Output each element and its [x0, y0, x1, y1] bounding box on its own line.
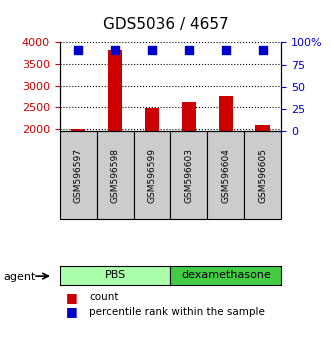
Text: ■: ■: [66, 305, 78, 318]
Text: count: count: [89, 292, 119, 302]
Point: [223, 47, 228, 52]
Text: GSM596603: GSM596603: [184, 148, 193, 203]
Text: GSM596605: GSM596605: [259, 148, 267, 203]
Point: [260, 48, 265, 53]
FancyBboxPatch shape: [170, 131, 208, 219]
Text: percentile rank within the sample: percentile rank within the sample: [89, 307, 265, 316]
Text: GSM596604: GSM596604: [221, 148, 230, 203]
Point: [75, 48, 81, 53]
Text: ■: ■: [66, 291, 78, 304]
Bar: [218, 96, 233, 131]
Text: GDS5036 / 4657: GDS5036 / 4657: [103, 17, 228, 32]
Text: PBS: PBS: [104, 270, 126, 280]
Point: [186, 47, 192, 52]
Bar: [181, 103, 196, 131]
Bar: [71, 129, 85, 131]
Text: agent: agent: [3, 272, 36, 282]
FancyBboxPatch shape: [60, 131, 97, 219]
Text: dexamethasone: dexamethasone: [181, 270, 271, 280]
Text: GSM596598: GSM596598: [111, 148, 119, 203]
Text: GSM596597: GSM596597: [73, 148, 82, 203]
FancyBboxPatch shape: [133, 131, 170, 219]
FancyBboxPatch shape: [97, 131, 133, 219]
Point: [149, 48, 155, 53]
Point: [112, 47, 118, 52]
FancyBboxPatch shape: [208, 131, 244, 219]
Text: GSM596599: GSM596599: [148, 148, 157, 203]
Bar: [256, 125, 270, 131]
Bar: [108, 50, 122, 131]
Bar: [145, 108, 160, 131]
FancyBboxPatch shape: [244, 131, 281, 219]
